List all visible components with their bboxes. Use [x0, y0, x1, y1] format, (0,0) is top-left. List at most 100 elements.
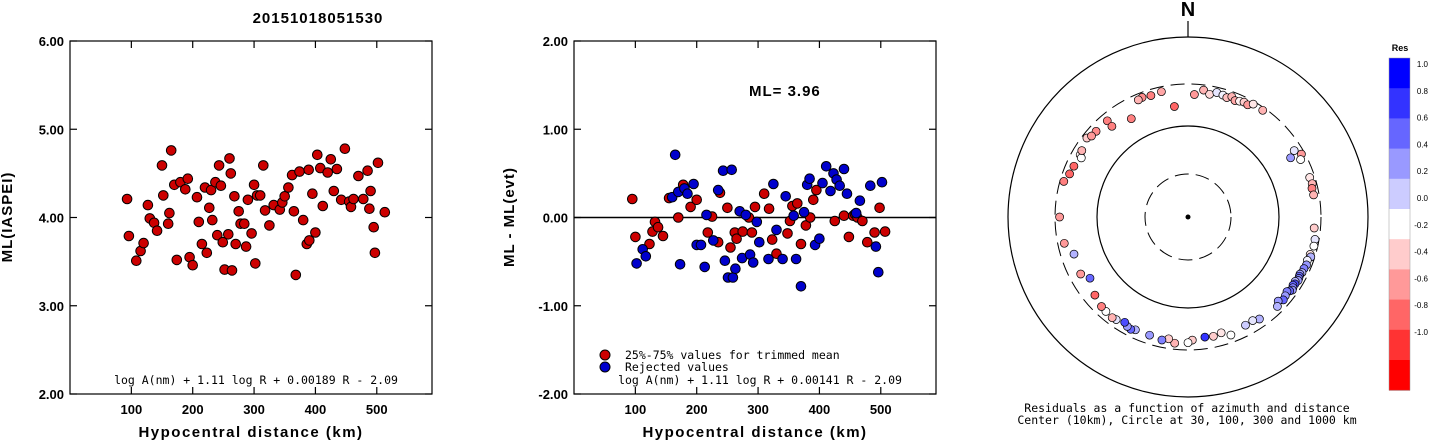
- data-point: [768, 178, 779, 190]
- azimuth-caption-line2: Center (10km), Circle at 30, 100, 300 an…: [1017, 413, 1356, 427]
- data-point: [201, 247, 213, 259]
- ml-iaspei-x-axis-label: Hypocentral distance (km): [138, 424, 363, 441]
- data-point: [264, 220, 275, 231]
- data-point: [790, 253, 802, 265]
- data-point: [865, 180, 876, 191]
- colorbar-tick-label: 0.8: [1417, 87, 1429, 96]
- data-point: [673, 212, 684, 223]
- ml-residual-axis-ticks: 100 200 300 400 500 -2.00 -1.00 0.00 1.00 2.00: [538, 34, 936, 417]
- data-point: [165, 145, 177, 156]
- data-point: [695, 239, 707, 251]
- data-point: [230, 238, 241, 250]
- data-point: [283, 182, 294, 193]
- data-point: [223, 229, 234, 240]
- data-point: [353, 170, 364, 182]
- station-point: [1205, 89, 1214, 99]
- station-point: [1059, 177, 1069, 186]
- y-tick-label: 6.00: [39, 34, 64, 49]
- x-tick-label: 300: [747, 402, 769, 417]
- ring-30km: [1144, 173, 1232, 261]
- colorbar-tick-label: 0.4: [1417, 140, 1429, 149]
- data-point: [246, 228, 257, 239]
- data-point: [205, 184, 217, 196]
- station-point: [1199, 85, 1208, 95]
- colorbar-segment: [1389, 209, 1410, 240]
- data-point: [372, 157, 384, 169]
- y-tick-label: 2.00: [543, 34, 568, 49]
- ml-iaspei-y-axis-label: ML(IASPEI): [0, 172, 16, 263]
- station-point: [1241, 320, 1250, 330]
- colorbar-segment: [1389, 299, 1410, 331]
- station-point: [1146, 91, 1156, 100]
- station-point: [1190, 90, 1199, 99]
- colorbar-tick-label: 0.6: [1417, 114, 1429, 123]
- data-point: [242, 194, 254, 206]
- station-point: [1273, 302, 1282, 311]
- data-point: [217, 236, 229, 248]
- data-point: [747, 257, 759, 268]
- data-point: [240, 241, 252, 252]
- data-point: [763, 253, 774, 265]
- data-point: [722, 202, 733, 214]
- station-point: [1090, 290, 1100, 300]
- event-magnitude-label: ML= 3.96: [749, 83, 821, 100]
- data-point: [212, 229, 223, 241]
- ml-iaspei-panel: 100 200 300 400 500 2.00 3.00 4.00 5.00 6.00 ML(I…: [0, 34, 433, 441]
- data-point: [873, 266, 884, 278]
- data-point: [746, 227, 758, 238]
- figure-title: 20151018051530: [253, 10, 384, 27]
- data-point: [879, 226, 891, 237]
- y-tick-label: -1.00: [538, 299, 568, 314]
- data-point: [691, 194, 703, 206]
- data-point: [688, 178, 699, 190]
- data-point: [862, 236, 873, 248]
- data-point: [674, 259, 686, 270]
- y-tick-label: 2.00: [39, 387, 64, 402]
- data-point: [207, 214, 218, 226]
- data-point: [737, 226, 749, 237]
- data-point: [727, 272, 739, 283]
- data-point: [164, 207, 175, 219]
- data-point: [182, 173, 194, 184]
- ml-residual-panel: 100 200 300 400 500 -2.00 -1.00 0.00 1.00 2.00 ML…: [501, 34, 937, 441]
- ml-residual-points: [627, 149, 891, 292]
- data-point: [180, 184, 191, 195]
- data-point: [712, 184, 724, 196]
- station-point: [1170, 338, 1180, 348]
- data-point: [364, 203, 375, 214]
- station-point: [1309, 241, 1319, 251]
- station-point: [1065, 169, 1074, 179]
- y-tick-label: 0.00: [543, 211, 568, 226]
- ring-100km: [1096, 125, 1280, 309]
- data-point: [229, 191, 240, 202]
- colorbar-tick-label: -0.4: [1414, 248, 1428, 257]
- data-point: [288, 206, 300, 217]
- data-point: [708, 235, 719, 246]
- station-point: [1055, 212, 1064, 222]
- data-point: [248, 179, 260, 191]
- station-point: [1286, 153, 1295, 163]
- data-point: [870, 241, 882, 252]
- data-point: [156, 160, 168, 171]
- ml-iaspei-axis-ticks: 100 200 300 400 500 2.00 3.00 4.00 5.00 6.00: [39, 34, 432, 417]
- data-point: [631, 258, 642, 269]
- data-point: [814, 233, 825, 244]
- station-point: [1226, 330, 1236, 340]
- data-point: [751, 216, 763, 228]
- data-point: [857, 215, 868, 227]
- data-point: [196, 238, 208, 250]
- data-point: [792, 198, 803, 209]
- station-point: [1133, 95, 1143, 105]
- station-point: [1085, 273, 1095, 283]
- data-point: [307, 188, 318, 199]
- residual-colorbar: 1.0 0.8 0.6 0.4 0.2 0.0 -0.2 -0.4 -0.6 -0.8 -1.0: [1388, 57, 1429, 391]
- data-point: [297, 214, 309, 226]
- colorbar-segment: [1389, 58, 1410, 89]
- data-point: [339, 143, 351, 154]
- data-point: [763, 203, 775, 214]
- data-point: [657, 230, 669, 242]
- data-point: [213, 160, 225, 171]
- colorbar-segment: [1389, 239, 1410, 270]
- x-tick-label: 300: [243, 402, 265, 417]
- data-point: [254, 190, 266, 201]
